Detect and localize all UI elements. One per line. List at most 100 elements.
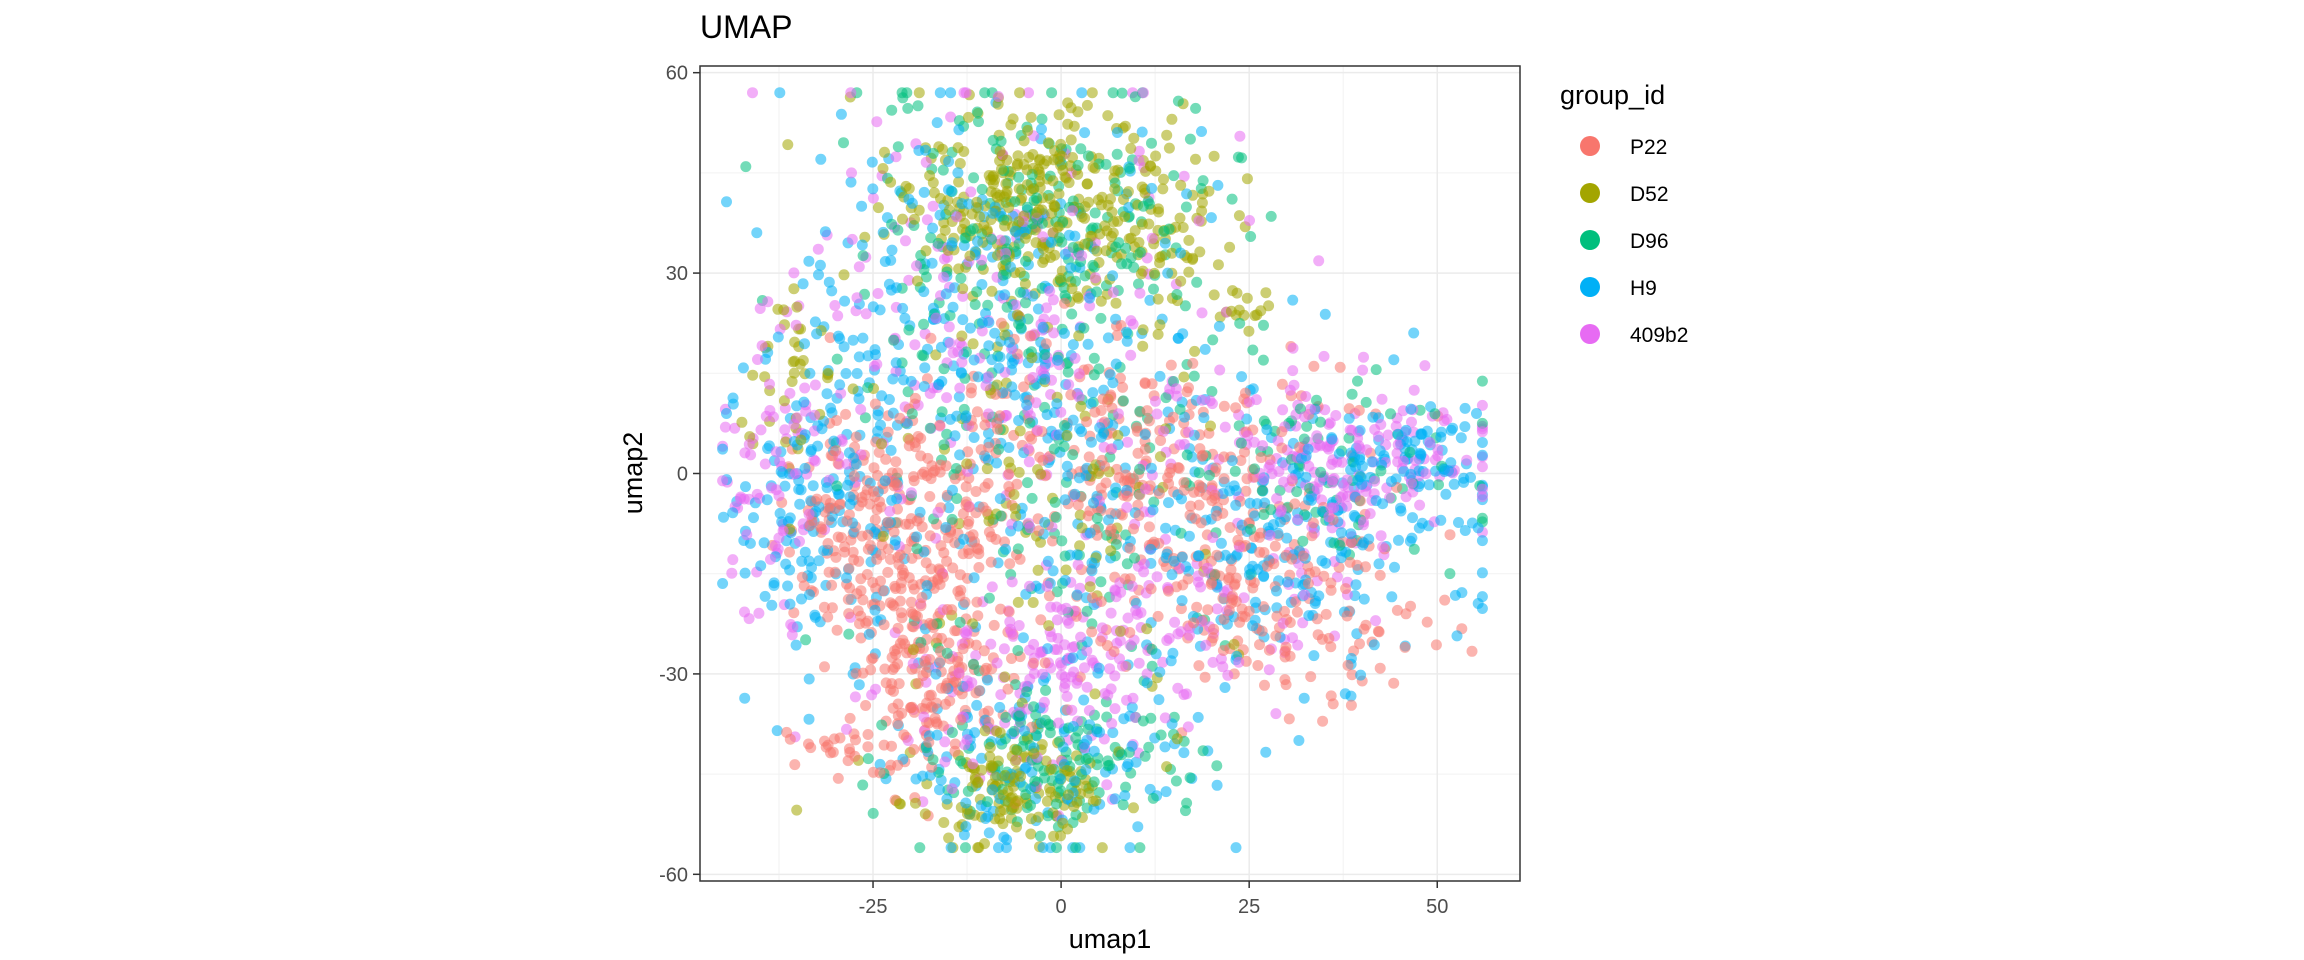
data-point bbox=[1258, 415, 1270, 427]
data-point bbox=[844, 712, 856, 724]
data-point bbox=[727, 392, 739, 404]
data-point bbox=[1119, 790, 1131, 802]
data-point bbox=[1197, 745, 1209, 757]
data-point bbox=[892, 622, 904, 634]
data-point bbox=[1067, 339, 1079, 351]
data-point bbox=[1405, 403, 1417, 415]
data-point bbox=[1245, 523, 1257, 535]
data-point bbox=[1069, 230, 1081, 242]
data-point bbox=[989, 771, 1001, 783]
data-point bbox=[1114, 635, 1126, 647]
data-point bbox=[1039, 516, 1051, 528]
data-point bbox=[1059, 574, 1071, 586]
data-point bbox=[901, 87, 913, 99]
x-tick-label: 0 bbox=[1056, 896, 1067, 918]
data-point bbox=[878, 619, 890, 631]
data-point bbox=[788, 267, 800, 279]
data-point bbox=[894, 412, 906, 424]
data-point bbox=[869, 491, 881, 503]
data-point bbox=[911, 275, 923, 287]
data-point bbox=[1039, 714, 1051, 726]
data-point bbox=[867, 652, 879, 664]
data-point bbox=[855, 404, 867, 415]
data-point bbox=[934, 209, 946, 221]
data-point bbox=[1109, 165, 1121, 177]
data-point bbox=[1095, 431, 1107, 443]
data-point bbox=[1087, 259, 1099, 271]
data-point bbox=[1051, 398, 1063, 410]
data-point bbox=[747, 369, 759, 381]
data-point bbox=[917, 770, 929, 782]
data-point bbox=[871, 116, 883, 128]
data-point bbox=[1229, 578, 1241, 590]
data-point bbox=[1219, 682, 1231, 693]
data-point bbox=[1107, 227, 1119, 239]
data-point bbox=[739, 692, 751, 704]
data-point bbox=[799, 338, 810, 350]
data-point bbox=[1326, 477, 1338, 489]
data-point bbox=[1020, 255, 1032, 267]
data-point bbox=[940, 522, 952, 533]
data-point bbox=[1026, 433, 1038, 445]
data-point bbox=[888, 600, 900, 612]
data-point bbox=[1251, 309, 1263, 321]
data-point bbox=[1194, 443, 1206, 455]
data-point bbox=[831, 624, 843, 636]
data-point bbox=[1279, 605, 1290, 617]
data-point bbox=[1107, 489, 1119, 501]
data-point bbox=[1350, 579, 1362, 591]
data-point bbox=[1357, 364, 1369, 376]
data-point bbox=[1107, 727, 1119, 739]
data-point bbox=[985, 531, 997, 543]
data-point bbox=[1395, 505, 1407, 517]
data-point bbox=[1193, 467, 1205, 479]
data-point bbox=[983, 827, 995, 839]
data-point bbox=[1277, 404, 1289, 416]
data-point bbox=[1293, 735, 1305, 746]
y-tick-label: 30 bbox=[666, 263, 688, 285]
data-point bbox=[790, 468, 801, 479]
data-point bbox=[1059, 248, 1071, 260]
data-point bbox=[1302, 443, 1314, 455]
data-point bbox=[789, 759, 801, 771]
data-point bbox=[751, 227, 763, 239]
data-point bbox=[1278, 476, 1290, 488]
data-point bbox=[1244, 497, 1256, 509]
data-point bbox=[872, 425, 884, 437]
data-point bbox=[838, 269, 850, 281]
data-point bbox=[889, 661, 901, 673]
data-point bbox=[1072, 499, 1084, 511]
data-point bbox=[1233, 656, 1245, 668]
data-point bbox=[800, 634, 812, 646]
data-point bbox=[856, 530, 868, 542]
data-point bbox=[1088, 803, 1100, 815]
data-point bbox=[1404, 446, 1416, 458]
data-point bbox=[1082, 723, 1094, 735]
data-point bbox=[1125, 349, 1137, 361]
data-point bbox=[1044, 285, 1056, 297]
data-point bbox=[1000, 842, 1012, 854]
data-point bbox=[1010, 299, 1022, 311]
data-point bbox=[921, 214, 933, 226]
data-point bbox=[1212, 259, 1224, 271]
data-point bbox=[1194, 246, 1206, 258]
data-point bbox=[1059, 550, 1071, 562]
data-point bbox=[1303, 460, 1315, 472]
data-point bbox=[909, 339, 921, 351]
data-point bbox=[1125, 315, 1137, 327]
data-point bbox=[1317, 715, 1329, 727]
data-point bbox=[1089, 406, 1101, 418]
data-point bbox=[1179, 300, 1191, 312]
data-point bbox=[1177, 579, 1189, 591]
data-point bbox=[862, 382, 874, 394]
data-point bbox=[847, 334, 859, 346]
data-point bbox=[1040, 338, 1052, 350]
data-point bbox=[1144, 294, 1156, 306]
data-point bbox=[1357, 539, 1369, 551]
data-point bbox=[1041, 580, 1053, 592]
data-point bbox=[1258, 547, 1270, 558]
data-point bbox=[1061, 460, 1073, 472]
data-point bbox=[815, 521, 827, 533]
data-point bbox=[1476, 437, 1488, 448]
data-point bbox=[972, 610, 984, 622]
